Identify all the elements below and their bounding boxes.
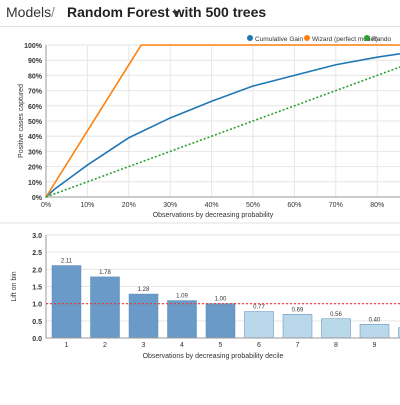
data-point <box>53 189 55 191</box>
y-tick-label: 0.0 <box>32 336 42 343</box>
y-tick-label: 50% <box>28 119 43 126</box>
bar-value-label: 1.78 <box>99 270 111 276</box>
y-axis-label: Positive cases captured <box>18 84 25 158</box>
y-tick-label: 70% <box>28 89 43 96</box>
bar-value-label: 1.28 <box>138 287 150 293</box>
lift-bar <box>91 277 120 338</box>
x-tick-label: 30% <box>163 202 177 209</box>
x-tick-label: 60% <box>287 202 301 209</box>
x-tick-label: 0% <box>41 202 51 209</box>
data-point <box>87 164 89 166</box>
data-point <box>252 85 254 87</box>
y-tick-label: 80% <box>28 73 43 80</box>
y-tick-label: 2.5 <box>32 250 42 257</box>
lift-bar <box>206 304 235 338</box>
breadcrumb-separator: / <box>51 4 55 20</box>
y-axis-label: Lift on bin <box>11 271 18 301</box>
data-point <box>66 179 68 181</box>
data-point <box>294 75 296 77</box>
y-tick-label: 10% <box>28 180 43 187</box>
lift-bar <box>168 301 197 338</box>
lift-bar <box>245 312 274 338</box>
x-tick-label: 3 <box>142 342 146 349</box>
lift-bar <box>283 314 312 338</box>
x-tick-label: 10% <box>80 202 94 209</box>
lift-chart: 0.0 0.5 1.0 1.5 2.0 2.5 3.0 2.11 1 1.78 2 1.28 3 1.09… <box>0 224 400 400</box>
lift-panel: 0.0 0.5 1.0 1.5 2.0 2.5 3.0 2.11 1 1.78 2 1.28 3 1.09… <box>0 224 400 400</box>
y-tick-label: 2.0 <box>32 267 42 274</box>
cumulative-gain-chart: 0% 10% 20% 30% 40% 50% 60% 70% 80% 90% 100% 0% 10% 20… <box>0 27 400 223</box>
legend-marker <box>304 35 310 41</box>
x-tick-label: 1 <box>65 342 69 349</box>
x-tick-label: 2 <box>103 342 107 349</box>
data-point <box>128 137 130 139</box>
x-tick-label: 9 <box>373 342 377 349</box>
legend-label: Rando <box>372 36 392 43</box>
x-tick-label: 70% <box>329 202 343 209</box>
series-line-1 <box>46 47 400 197</box>
y-tick-label: 20% <box>28 165 43 172</box>
legend-marker <box>247 35 253 41</box>
legend-label: Cumulative Gain <box>255 36 303 43</box>
y-tick-label: 90% <box>28 58 43 65</box>
bar-value-label: 1.00 <box>215 297 227 303</box>
breadcrumb-models[interactable]: Models <box>6 4 51 20</box>
data-point <box>169 117 171 119</box>
lift-bar <box>360 324 389 338</box>
bar-value-label: 0.56 <box>330 312 342 318</box>
header-bar: Models / Random Forest with 500 trees <box>0 0 400 27</box>
x-tick-label: 4 <box>180 342 184 349</box>
model-dropdown-caret-icon[interactable] <box>172 11 180 16</box>
data-point <box>376 56 378 58</box>
bar-value-label: 2.11 <box>61 259 73 265</box>
y-tick-label: 1.0 <box>32 302 42 309</box>
x-tick-label: 6 <box>257 342 261 349</box>
y-tick-label: 60% <box>28 104 43 111</box>
y-tick-label: 3.0 <box>32 233 42 240</box>
data-point <box>211 100 213 102</box>
lift-bar <box>52 266 81 338</box>
y-tick-label: 100% <box>24 43 43 50</box>
x-axis-label: Observations by decreasing probability <box>153 212 274 219</box>
x-tick-label: 40% <box>205 202 219 209</box>
y-tick-label: 1.5 <box>32 285 42 292</box>
x-tick-label: 7 <box>296 342 300 349</box>
x-tick-label: 80% <box>370 202 384 209</box>
x-tick-label: 20% <box>122 202 136 209</box>
breadcrumb-model-name: Random Forest with 500 trees <box>67 4 266 20</box>
x-tick-label: 50% <box>246 202 260 209</box>
y-tick-label: 0.5 <box>32 319 42 326</box>
bar-value-label: 0.40 <box>369 317 381 323</box>
x-tick-label: 8 <box>334 342 338 349</box>
bar-value-label: 1.09 <box>176 294 188 300</box>
lift-bar <box>322 319 351 338</box>
y-tick-label: 30% <box>28 149 43 156</box>
bar-value-label: 0.69 <box>292 307 304 313</box>
legend-marker <box>364 35 370 41</box>
y-tick-label: 40% <box>28 134 43 141</box>
lift-bar <box>129 294 158 338</box>
y-tick-label: 0% <box>32 195 43 202</box>
x-tick-label: 5 <box>219 342 223 349</box>
x-axis-label: Observations by decreasing probability d… <box>143 353 284 360</box>
bar-value-label: 0.77 <box>253 305 265 311</box>
cumulative-gain-panel: 0% 10% 20% 30% 40% 50% 60% 70% 80% 90% 100% 0% 10% 20… <box>0 27 400 223</box>
data-point <box>335 64 337 66</box>
